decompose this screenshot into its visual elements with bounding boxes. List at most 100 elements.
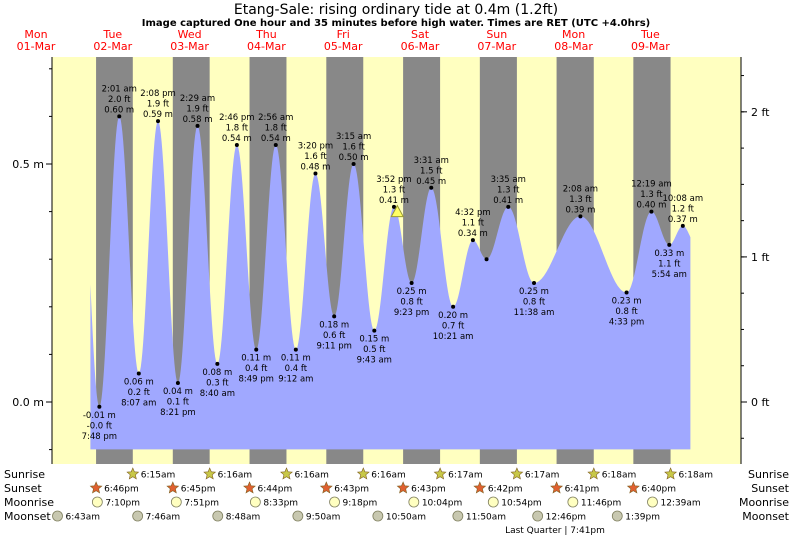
moonrise-time: 10:04pm: [422, 499, 462, 509]
low-tide-label: -0.0 ft: [87, 421, 113, 431]
low-tide-label: 0.33 m: [654, 249, 684, 259]
day-name-label: Sun: [486, 28, 507, 41]
low-tide-marker: [293, 347, 298, 352]
day-labels: Mon01-MarTue02-MarWed03-MarThu04-MarFri0…: [17, 28, 671, 53]
sunrise-time: 6:15am: [141, 471, 176, 481]
moonrise-time: 11:46pm: [581, 499, 621, 509]
moonrise-icon: [647, 496, 658, 508]
low-tide-label: 0.06 m: [124, 377, 154, 387]
plot-area: 0.0 m 0.5 m 0 ft 1 ft 2 ft -0.01 m-0.0 ft7:48…: [12, 57, 770, 464]
high-tide-label: 0.34 m: [458, 229, 488, 239]
moonrise-time: 12:39am: [660, 499, 700, 509]
high-tide-label: 2:29 am: [180, 94, 215, 104]
low-tide-label: 0.15 m: [359, 335, 389, 345]
low-tide-label: 0.8 ft: [523, 298, 546, 308]
low-tide-label: 11:38 am: [514, 308, 555, 318]
low-tide-label: 0.25 m: [397, 287, 427, 297]
high-tide-marker: [195, 123, 200, 128]
high-tide-label: 3:31 am: [414, 156, 449, 166]
sunrise-row-label-right: Sunrise: [748, 468, 789, 481]
sunset-time: 6:43pm: [334, 485, 369, 495]
sunrise-time: 6:18am: [602, 471, 637, 481]
high-tide-label: 3:35 am: [491, 175, 526, 185]
moonset-icon: [132, 510, 144, 522]
high-tide-label: 0.59 m: [143, 110, 173, 120]
day-date-label: 09-Mar: [631, 40, 670, 53]
high-tide-marker: [391, 204, 396, 209]
high-tide-marker: [470, 238, 475, 243]
sunrise-time: 6:16am: [294, 471, 329, 481]
low-tide-label: 9:43 am: [357, 356, 392, 366]
low-tide-marker: [254, 347, 259, 352]
high-tide-marker: [234, 142, 239, 147]
high-tide-label: 1.3 ft: [497, 185, 520, 195]
high-tide-marker: [578, 214, 583, 219]
high-tide-label: 0.37 m: [668, 215, 698, 225]
low-tide-label: 8:07 am: [121, 398, 156, 408]
low-tide-label: 8:40 am: [200, 389, 235, 399]
high-tide-label: 1.3 ft: [640, 190, 663, 200]
day-date-label: 02-Mar: [93, 40, 132, 53]
moon-phase-label: Last Quarter | 7:41pm: [505, 526, 605, 536]
sunset-row-label-left: Sunset: [4, 482, 42, 495]
sunset-icon: [319, 481, 333, 494]
moonset-time: 9:50am: [306, 513, 341, 523]
moonrise-time: 7:51pm: [184, 499, 219, 509]
day-name-label: Tue: [102, 28, 122, 41]
sunset-time: 6:41pm: [565, 485, 600, 495]
high-tide-label: 3:15 am: [336, 132, 371, 142]
sunset-time: 6:44pm: [258, 485, 293, 495]
y-tick-label-right: 1 ft: [751, 251, 770, 264]
low-tide-label: 0.08 m: [202, 368, 232, 378]
moonset-icon: [52, 510, 63, 522]
low-tide-label: 0.8 ft: [615, 307, 638, 317]
sunrise-icon: [433, 467, 447, 480]
high-tide-marker: [313, 171, 318, 176]
low-tide-marker: [667, 242, 672, 247]
low-tide-label: 9:23 pm: [394, 308, 429, 318]
moonset-icon: [452, 510, 464, 522]
low-tide-marker: [451, 304, 456, 309]
day-name-label: Fri: [337, 28, 350, 41]
low-tide-marker: [136, 371, 141, 376]
high-tide-label: 1.8 ft: [226, 123, 249, 133]
moonset-time: 12:46pm: [546, 513, 586, 523]
high-tide-label: 1.6 ft: [304, 152, 327, 162]
sunrise-icon: [126, 467, 140, 480]
sunrise-icon: [664, 467, 678, 480]
low-tide-label: 0.3 ft: [206, 378, 229, 388]
moonrise-icon: [408, 496, 420, 508]
moonrise-icon: [487, 496, 499, 508]
sunrise-time: 6:18am: [679, 471, 714, 481]
high-tide-marker: [156, 119, 161, 124]
high-tide-label: 0.50 m: [339, 153, 369, 163]
moonrise-icon: [329, 496, 340, 508]
high-tide-label: 0.48 m: [300, 163, 330, 173]
moonset-icon: [372, 510, 384, 522]
low-tide-label: 0.23 m: [612, 297, 642, 307]
moonset-time: 8:48am: [226, 513, 261, 523]
low-tide-marker: [532, 281, 537, 285]
sunset-time: 6:42pm: [488, 485, 523, 495]
sunset-icon: [396, 481, 410, 494]
high-tide-label: 10:08 am: [662, 194, 703, 204]
high-tide-label: 1.5 ft: [420, 166, 443, 176]
high-tide-label: 0.54 m: [222, 134, 252, 144]
low-tide-label: 0.25 m: [519, 287, 549, 297]
low-tide-marker: [332, 314, 337, 319]
moonrise-time: 7:10pm: [105, 499, 140, 509]
moonrise-time: 9:18pm: [343, 499, 378, 509]
current-tide-marker: [390, 204, 405, 218]
moonrise-icon: [170, 496, 182, 508]
tide-area: [90, 116, 691, 450]
low-tide-label: 0.11 m: [281, 354, 311, 364]
day-name-label: Wed: [178, 28, 202, 41]
sunset-time: 6:45pm: [181, 485, 216, 495]
sunrise-icon: [203, 467, 217, 480]
low-tide-label: 0.18 m: [319, 320, 349, 330]
high-tide-label: 0.45 m: [416, 177, 446, 187]
day-date-label: 07-Mar: [477, 40, 516, 53]
moonrise-icon: [249, 496, 261, 508]
sunset-icon: [473, 481, 487, 494]
